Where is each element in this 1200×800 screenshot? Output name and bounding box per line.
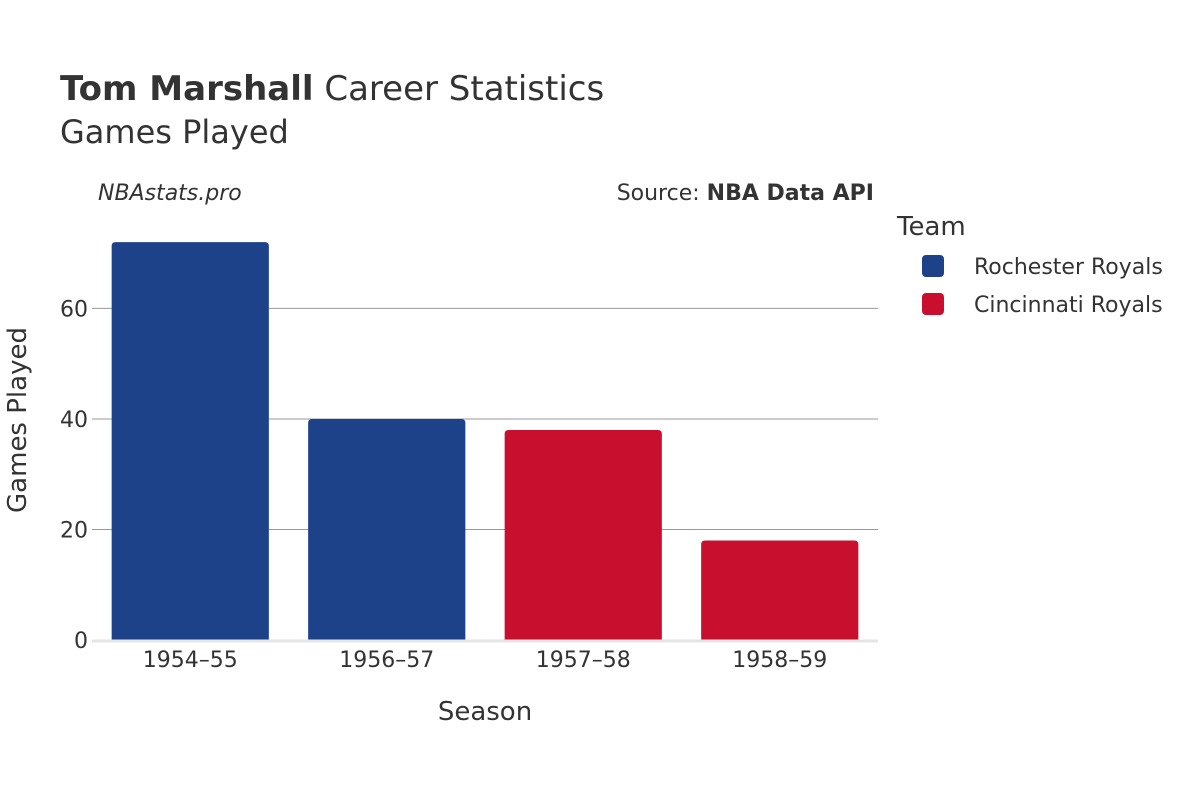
y-tick-label: 20 bbox=[60, 518, 88, 543]
legend-title: Team bbox=[896, 212, 966, 242]
y-tick-labels: 0 20 40 60 bbox=[60, 297, 88, 654]
x-tick-label: 1954–55 bbox=[143, 648, 238, 673]
bar-4 bbox=[701, 540, 859, 640]
x-tick-label: 1957–58 bbox=[536, 648, 631, 673]
chart-title: Tom Marshall Career Statistics bbox=[60, 69, 604, 109]
legend-label: Cincinnati Royals bbox=[974, 293, 1163, 318]
x-tick-labels: 1954–55 1956–57 1957–58 1958–59 bbox=[143, 648, 827, 673]
title-suffix: Career Statistics bbox=[314, 69, 605, 109]
legend: Team Rochester Royals Cincinnati Royals bbox=[896, 212, 1163, 318]
x-axis-title: Season bbox=[438, 697, 532, 727]
x-tick-label: 1956–57 bbox=[339, 648, 434, 673]
legend-label: Rochester Royals bbox=[974, 255, 1163, 280]
legend-swatch bbox=[922, 255, 944, 277]
y-tick-label: 60 bbox=[60, 297, 88, 322]
source-prefix: Source: bbox=[617, 181, 707, 206]
source-credit: Source: NBA Data API bbox=[617, 181, 874, 206]
source-name: NBA Data API bbox=[707, 181, 874, 206]
chart-subtitle: Games Played bbox=[60, 113, 289, 151]
bars bbox=[111, 242, 859, 640]
player-name: Tom Marshall bbox=[60, 69, 314, 109]
bar-2 bbox=[308, 418, 466, 640]
watermark: NBAstats.pro bbox=[98, 181, 242, 206]
bar-1 bbox=[111, 242, 269, 640]
y-tick-label: 40 bbox=[60, 408, 88, 433]
legend-swatch bbox=[922, 293, 944, 315]
y-axis-title: Games Played bbox=[3, 327, 33, 513]
bar-3 bbox=[504, 430, 662, 640]
x-tick-label: 1958–59 bbox=[732, 648, 827, 673]
y-tick-label: 0 bbox=[74, 629, 88, 654]
